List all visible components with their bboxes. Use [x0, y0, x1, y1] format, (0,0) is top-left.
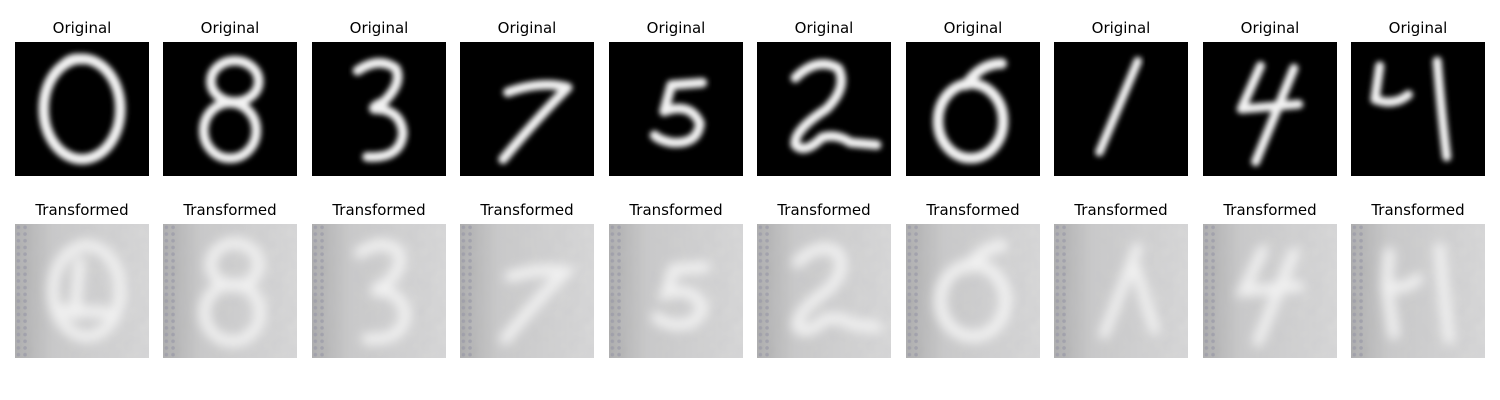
- original-title-7: Original: [943, 19, 1003, 37]
- transformed-digit-1-image: [1054, 224, 1188, 358]
- transformed-title-2: Transformed: [183, 201, 277, 219]
- transformed-digit-5-image: [609, 224, 743, 358]
- original-digit-1-image: [1054, 42, 1188, 176]
- original-digit-7-image: [460, 42, 594, 176]
- transformed-title-9: Transformed: [1223, 201, 1317, 219]
- original-title-4: Original: [497, 19, 557, 37]
- original-digit-4-image: [1203, 42, 1337, 176]
- transformed-title-4: Transformed: [480, 201, 574, 219]
- original-digit-4-image-2: [1351, 42, 1485, 176]
- original-digit-0-image-2: [906, 42, 1040, 176]
- original-digit-3-image: [312, 42, 446, 176]
- original-title-9: Original: [1240, 19, 1300, 37]
- original-digit-0-image: [15, 42, 149, 176]
- original-title-8: Original: [1091, 19, 1151, 37]
- transformed-title-1: Transformed: [35, 201, 129, 219]
- transformed-title-5: Transformed: [629, 201, 723, 219]
- transformed-digit-8-image: [163, 224, 297, 358]
- original-digit-5-image: [609, 42, 743, 176]
- original-title-5: Original: [646, 19, 706, 37]
- transformed-digit-0-image: [15, 224, 149, 358]
- original-title-6: Original: [794, 19, 854, 37]
- transformed-digit-2-image: [757, 224, 891, 358]
- original-title-2: Original: [200, 19, 260, 37]
- original-title-3: Original: [349, 19, 409, 37]
- transformed-digit-4-image: [1203, 224, 1337, 358]
- transformed-title-6: Transformed: [777, 201, 871, 219]
- original-digit-2-image: [757, 42, 891, 176]
- transformed-digit-0-image-2: [906, 224, 1040, 358]
- transformed-title-10: Transformed: [1371, 201, 1465, 219]
- transformed-title-7: Transformed: [926, 201, 1020, 219]
- transformed-digit-4-image-2: [1351, 224, 1485, 358]
- transformed-digit-3-image: [312, 224, 446, 358]
- original-title-1: Original: [52, 19, 112, 37]
- original-title-10: Original: [1388, 19, 1448, 37]
- transformed-title-8: Transformed: [1074, 201, 1168, 219]
- original-digit-8-image: [163, 42, 297, 176]
- transformed-digit-7-image: [460, 224, 594, 358]
- transformed-title-3: Transformed: [332, 201, 426, 219]
